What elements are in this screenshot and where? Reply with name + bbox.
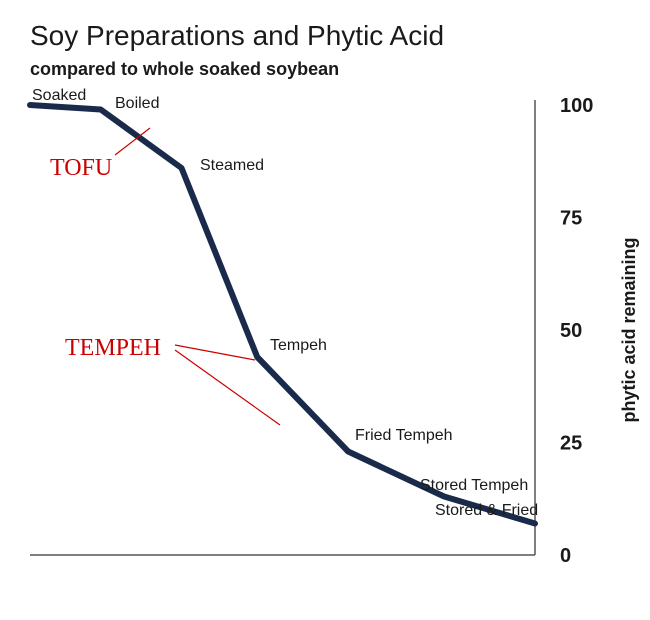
callout-label: TEMPEH	[65, 335, 161, 361]
data-point-label: Tempeh	[270, 337, 327, 354]
y-tick-label: 25	[560, 433, 582, 455]
data-point-label: Stored & Fried	[435, 502, 538, 519]
y-tick-label: 100	[560, 95, 593, 117]
chart-title: Soy Preparations and Phytic Acid	[30, 20, 444, 51]
data-point-label: Fried Tempeh	[355, 427, 453, 444]
y-tick-label: 0	[560, 545, 571, 567]
data-point-label: Steamed	[200, 157, 264, 174]
data-point-label: Soaked	[32, 87, 86, 104]
chart-background	[0, 0, 650, 620]
chart-subtitle: compared to whole soaked soybean	[30, 59, 339, 79]
callout-label: TOFU	[50, 155, 112, 181]
data-point-label: Boiled	[115, 95, 159, 112]
y-tick-label: 75	[560, 208, 582, 230]
data-point-label: Stored Tempeh	[420, 477, 528, 494]
y-tick-label: 50	[560, 320, 582, 342]
soy-phytic-acid-chart: Soy Preparations and Phytic Acid compare…	[0, 0, 650, 620]
y-axis-title: phytic acid remaining	[619, 237, 639, 422]
